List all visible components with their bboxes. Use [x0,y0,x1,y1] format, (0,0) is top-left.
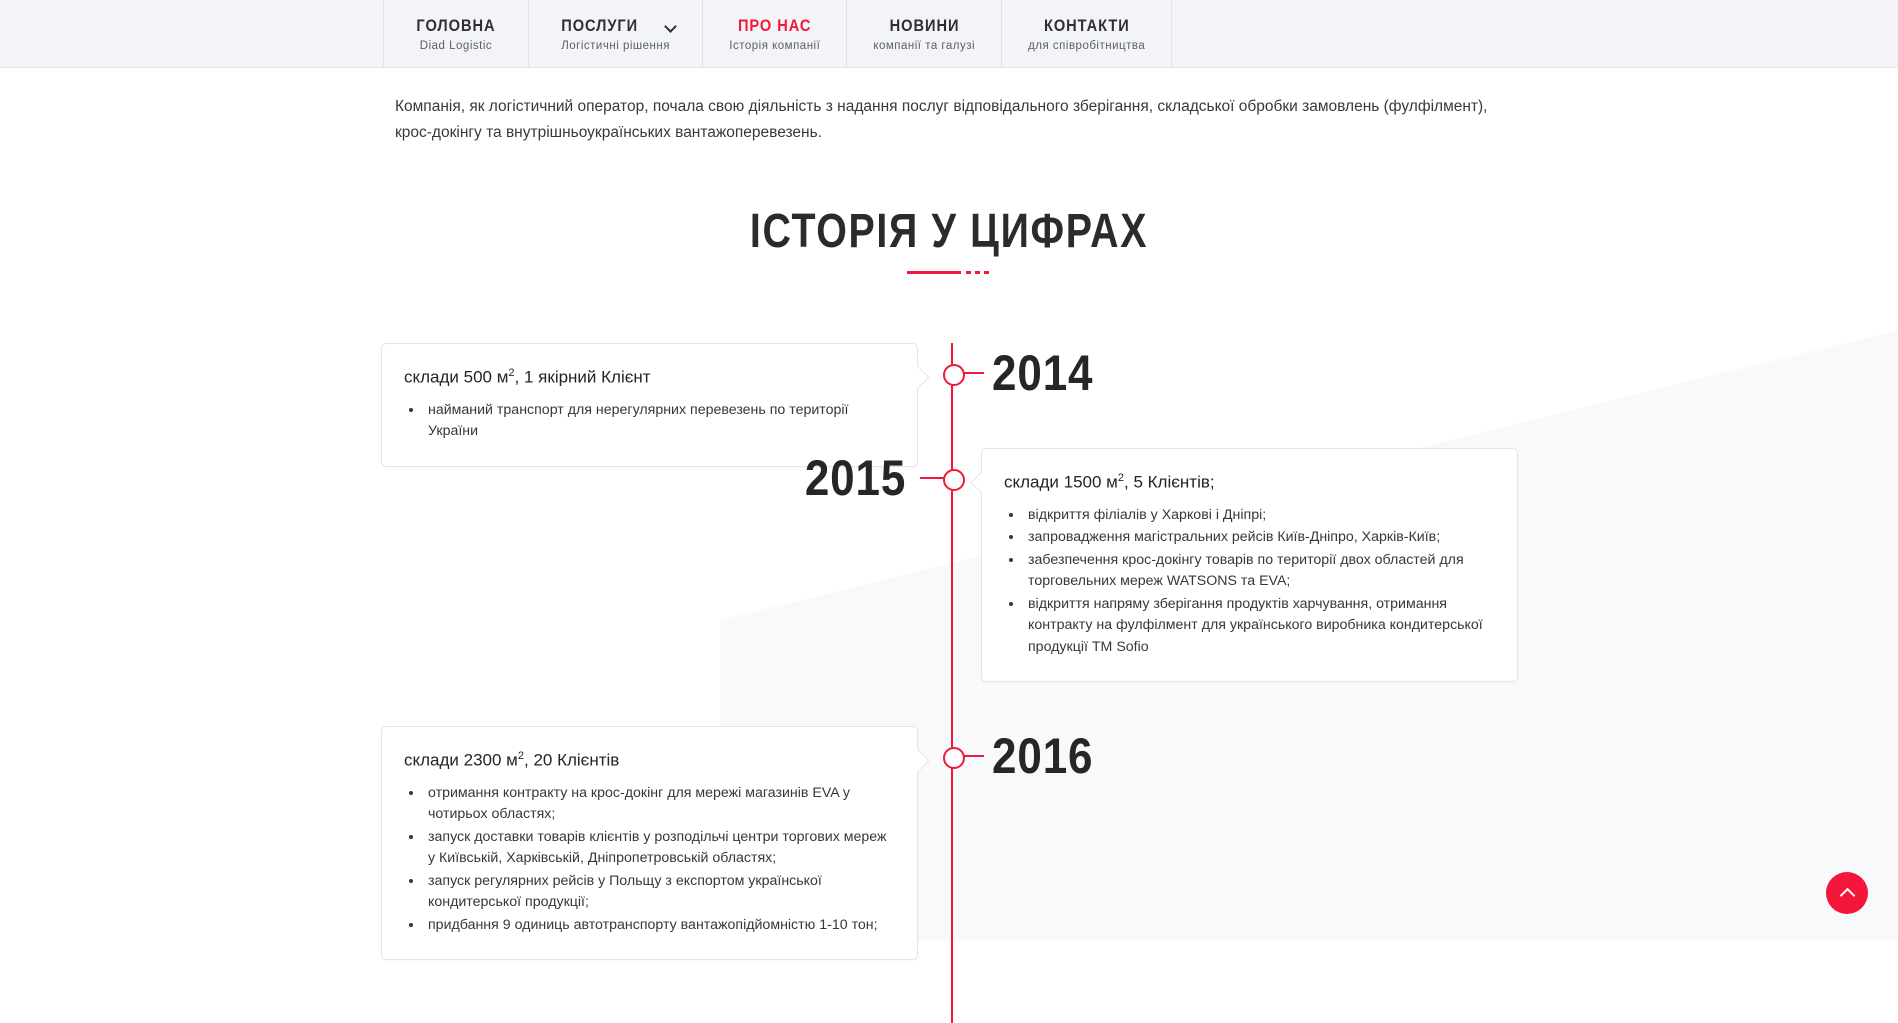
timeline-card-2016: склади 2300 м2, 20 Клієнтів отримання ко… [381,726,918,961]
nav-item-contacts-subtitle: для співробітництва [1028,39,1146,52]
chevron-up-icon [1841,887,1853,899]
nav-item-news[interactable]: НОВИНИ компанії та галузі [847,0,1003,67]
nav-item-home-inner: ГОЛОВНА [410,16,502,36]
title-underline-dot-3 [984,271,989,274]
history-timeline: склади 500 м2, 1 якірний Клієнт найманий… [0,343,1898,1023]
timeline-stem-2015 [920,477,944,479]
card-title-sup-2014: 2 [508,367,515,379]
nav-item-news-subtitle: компанії та галузі [873,39,976,52]
nav-item-about[interactable]: ПРО НАС Історія компанії [703,0,848,67]
list-item: придбання 9 одиниць автотранспорту ванта… [424,915,891,937]
page-title: ІСТОРІЯ У ЦИФРАХ [749,205,1149,258]
site-header: ГОЛОВНА Diad Logistic ПОСЛУГИ Логістичні… [0,0,1898,68]
section-header: ІСТОРІЯ У ЦИФРАХ [0,204,1898,275]
nav-list: ГОЛОВНА Diad Logistic ПОСЛУГИ Логістичні… [384,0,1173,67]
timeline-card-list-2014: найманий транспорт для нерегулярних пере… [404,400,891,443]
list-item: запровадження магістральних рейсів Київ-… [1024,527,1491,549]
nav-item-home-title: ГОЛОВНА [416,15,496,35]
main-navigation: ГОЛОВНА Diad Logistic ПОСЛУГИ Логістичні… [384,0,1173,67]
nav-item-contacts-inner: КОНТАКТИ [1037,16,1137,36]
nav-item-services-subtitle: Логістичні рішення [561,39,670,52]
timeline-card-list-2016: отримання контракту на крос-докінг для м… [404,783,891,937]
timeline-card-2014: склади 500 м2, 1 якірний Клієнт найманий… [381,343,918,467]
scroll-to-top-button[interactable] [1826,872,1868,914]
nav-item-about-title: ПРО НАС [738,15,812,35]
intro-paragraph: Компанія, як логістичний оператор, почал… [395,98,1488,141]
timeline-card-title-2016: склади 2300 м2, 20 Клієнтів [404,749,891,773]
list-item: запуск доставки товарів клієнтів у розпо… [424,827,891,870]
nav-item-news-title: НОВИНИ [889,15,960,35]
timeline-node-2014[interactable] [943,364,965,386]
card-title-before-2014: склади 500 м [404,367,509,387]
timeline-year-2016: 2016 [992,728,1094,784]
timeline-card-title-2014: склади 500 м2, 1 якірний Клієнт [404,366,891,390]
card-notch-2014 [917,366,931,388]
list-item: отримання контракту на крос-докінг для м… [424,783,891,826]
list-item: забезпечення крос-докінгу товарів по тер… [1024,550,1491,593]
title-underline-decoration [907,271,991,275]
nav-item-home[interactable]: ГОЛОВНА Diad Logistic [384,0,529,67]
nav-item-about-inner: ПРО НАС [732,16,817,36]
chevron-down-icon[interactable] [666,21,676,31]
card-notch-2015 [968,471,982,493]
timeline-card-2015: склади 1500 м2, 5 Клієнтів; відкриття фі… [981,448,1518,683]
nav-item-news-inner: НОВИНИ [884,16,965,36]
nav-item-services-title: ПОСЛУГИ [561,15,639,35]
timeline-year-2015: 2015 [804,450,906,506]
timeline-node-2015[interactable] [943,469,965,491]
title-underline-dot-1 [966,271,971,274]
timeline-year-2014: 2014 [992,345,1094,401]
title-underline-dot-2 [975,271,980,274]
nav-item-services-inner: ПОСЛУГИ [555,16,676,36]
card-title-after-2015: , 5 Клієнтів; [1124,472,1215,492]
timeline-axis [951,343,953,1023]
language-zone: UA RU [1172,0,1898,67]
nav-item-home-subtitle: Diad Logistic [419,39,493,52]
timeline-card-list-2015: відкриття філіалів у Харкові і Дніпрі; з… [1004,505,1491,659]
card-title-after-2016: , 20 Клієнтів [524,750,620,770]
nav-item-services[interactable]: ПОСЛУГИ Логістичні рішення [529,0,704,67]
nav-item-contacts-title: КОНТАКТИ [1043,15,1130,35]
title-underline-bar [907,271,961,274]
card-notch-2016 [917,749,931,771]
list-item: найманий транспорт для нерегулярних пере… [424,400,891,443]
list-item: відкриття напряму зберігання продуктів х… [1024,594,1491,659]
timeline-node-2016[interactable] [943,747,965,769]
timeline-card-title-2015: склади 1500 м2, 5 Клієнтів; [1004,471,1491,495]
list-item: відкриття філіалів у Харкові і Дніпрі; [1024,505,1491,527]
card-title-before-2015: склади 1500 м [1004,472,1118,492]
card-title-before-2016: склади 2300 м [404,750,518,770]
card-title-after-2014: , 1 якірний Клієнт [514,367,651,387]
nav-item-about-subtitle: Історія компанії [729,39,821,52]
list-item: запуск регулярних рейсів у Польщу з експ… [424,871,891,914]
card-title-sup-2016: 2 [517,750,524,762]
header-logo-spacer [0,0,384,67]
nav-item-contacts[interactable]: КОНТАКТИ для співробітництва [1002,0,1173,67]
